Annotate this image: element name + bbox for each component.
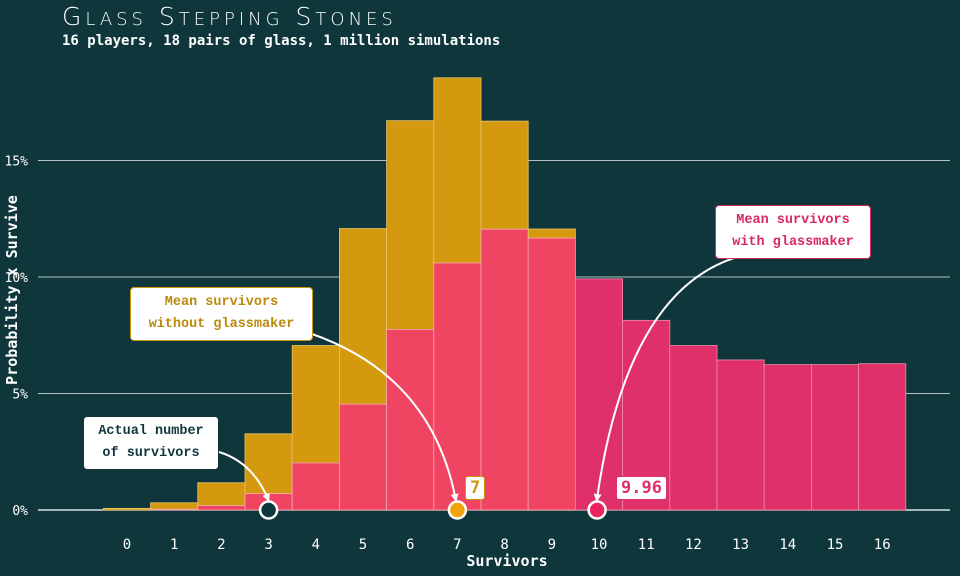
arrow-actual-survivors	[218, 451, 270, 502]
x-tick-label: 1	[170, 537, 178, 553]
bar-without-glassmaker	[150, 502, 199, 510]
bar-without-glassmaker	[527, 228, 576, 239]
bar-without-glassmaker	[433, 77, 482, 264]
x-tick-label: 0	[123, 537, 131, 553]
x-tick-label: 14	[779, 537, 796, 553]
marker-mean-without-glassmaker	[447, 500, 468, 520]
actual-survivors-callout: Actual number of survivors	[83, 416, 219, 470]
x-tick-label: 5	[359, 537, 367, 553]
bar-overlap	[480, 228, 529, 511]
x-tick-label: 2	[217, 537, 225, 553]
bar-with-glassmaker	[716, 359, 765, 511]
bar-without-glassmaker	[291, 345, 340, 464]
bar-with-glassmaker	[669, 345, 718, 511]
y-tick-label: 5%	[12, 388, 28, 403]
x-tick-label: 4	[312, 537, 320, 553]
bar-without-glassmaker	[197, 482, 246, 506]
bar-without-glassmaker	[386, 120, 435, 330]
mean-without-value-label: 7	[465, 476, 486, 500]
bar-overlap	[433, 262, 482, 511]
y-tick-label: 10%	[5, 271, 29, 286]
x-tick-label: 8	[500, 537, 508, 553]
bar-overlap	[527, 237, 576, 511]
x-tick-label: 6	[406, 537, 414, 553]
arrow-mean-without-glassmaker	[299, 329, 459, 502]
x-tick-label: 16	[874, 537, 891, 553]
x-tick-label: 15	[827, 537, 844, 553]
marker-actual-survivors	[258, 500, 279, 520]
bar-overlap	[386, 329, 435, 511]
bar-without-glassmaker	[338, 228, 387, 405]
bar-without-glassmaker	[103, 507, 152, 511]
x-tick-label: 9	[548, 537, 556, 553]
mean-without-glassmaker-callout: Mean survivors without glassmaker	[130, 287, 313, 341]
bar-with-glassmaker	[763, 364, 812, 511]
x-tick-label: 13	[732, 537, 749, 553]
x-tick-label: 3	[264, 537, 272, 553]
x-tick-label: 11	[638, 537, 655, 553]
bar-overlap	[197, 505, 246, 511]
chart-title: Glass Stepping Stones	[62, 2, 397, 31]
x-tick-label: 10	[591, 537, 608, 553]
bar-without-glassmaker	[244, 433, 293, 495]
x-axis-label: Survivors	[466, 552, 547, 570]
mean-with-glassmaker-callout: Mean survivors with glassmaker	[715, 205, 871, 259]
bar-overlap	[338, 403, 387, 511]
arrow-mean-with-glassmaker	[593, 251, 761, 502]
x-tick-label: 7	[453, 537, 461, 553]
marker-mean-with-glassmaker	[587, 500, 607, 520]
y-tick-label: 15%	[5, 155, 29, 170]
y-tick-label: 0%	[12, 504, 28, 519]
x-tick-label: 12	[685, 537, 702, 553]
bar-overlap	[150, 508, 199, 511]
bar-without-glassmaker	[480, 120, 529, 230]
bar-with-glassmaker	[575, 278, 624, 511]
bar-overlap	[291, 462, 340, 511]
chart-subtitle: 16 players, 18 pairs of glass, 1 million…	[62, 33, 501, 49]
y-axis-label: Probability x Survive	[3, 195, 21, 385]
bar-with-glassmaker	[858, 363, 907, 511]
mean-with-value-label: 9.96	[616, 476, 667, 500]
bar-with-glassmaker	[811, 364, 860, 511]
